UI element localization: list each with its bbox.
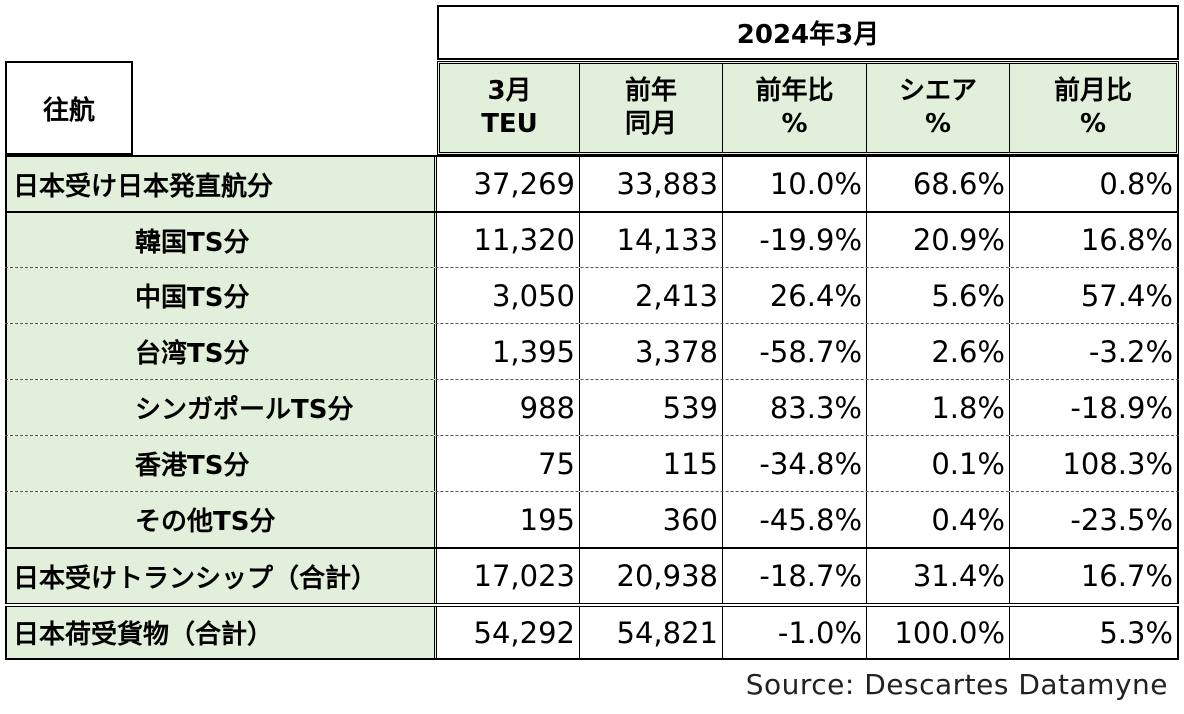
cell-teu: 37,269 [437, 157, 580, 211]
cell-mom: 0.8% [1010, 157, 1179, 211]
cell-share: 1.8% [867, 380, 1010, 435]
row-label: 台湾TS分 [5, 324, 437, 379]
row-label: シンガポールTS分 [5, 380, 437, 435]
route-label: 往航 [5, 61, 133, 155]
cell-mom: 57.4% [1010, 268, 1179, 323]
cell-prev-year: 33,883 [580, 157, 723, 211]
cell-mom: 16.7% [1010, 549, 1179, 603]
cell-yoy: -19.9% [723, 213, 867, 267]
data-table: 日本受け日本発直航分 37,269 33,883 10.0% 68.6% 0.8… [5, 155, 1179, 660]
header-line: 同月 [624, 109, 677, 139]
table-row: 日本受け日本発直航分 37,269 33,883 10.0% 68.6% 0.8… [5, 155, 1179, 211]
row-label: 中国TS分 [5, 268, 437, 323]
cell-teu: 195 [437, 492, 580, 547]
cell-mom: 5.3% [1010, 607, 1179, 658]
row-label: 日本受けトランシップ（合計） [5, 549, 437, 603]
table-row: その他TS分 195 360 -45.8% 0.4% -23.5% [5, 491, 1179, 547]
table-row-total: 日本荷受貨物（合計） 54,292 54,821 -1.0% 100.0% 5.… [5, 603, 1179, 660]
cell-prev-year: 115 [580, 436, 723, 491]
cell-yoy: 83.3% [723, 380, 867, 435]
header-line: % [781, 109, 808, 139]
header-prev-year: 前年 同月 [580, 64, 723, 152]
header-line: 3月 [487, 76, 532, 106]
cell-yoy: -34.8% [723, 436, 867, 491]
cell-share: 0.4% [867, 492, 1010, 547]
cell-prev-year: 14,133 [580, 213, 723, 267]
table-row: 台湾TS分 1,395 3,378 -58.7% 2.6% -3.2% [5, 323, 1179, 379]
row-label: 香港TS分 [5, 436, 437, 491]
cell-mom: -3.2% [1010, 324, 1179, 379]
header-line: % [924, 109, 952, 139]
table-row: 香港TS分 75 115 -34.8% 0.1% 108.3% [5, 435, 1179, 491]
header-share: シエア % [867, 64, 1010, 152]
cell-teu: 54,292 [437, 607, 580, 658]
cell-prev-year: 2,413 [580, 268, 723, 323]
header-line: TEU [481, 109, 538, 139]
header-line: % [1079, 109, 1107, 139]
cell-teu: 1,395 [437, 324, 580, 379]
period-header: 2024年3月 [437, 5, 1179, 60]
cell-prev-year: 20,938 [580, 549, 723, 603]
cell-yoy: -1.0% [723, 607, 867, 658]
cell-yoy: -45.8% [723, 492, 867, 547]
cell-share: 68.6% [867, 157, 1010, 211]
source-note: Source: Descartes Datamyne [745, 668, 1168, 701]
row-label: 日本受け日本発直航分 [5, 157, 437, 211]
cell-share: 2.6% [867, 324, 1010, 379]
cell-prev-year: 54,821 [580, 607, 723, 658]
cell-mom: 16.8% [1010, 213, 1179, 267]
cell-mom: 108.3% [1010, 436, 1179, 491]
row-label: 日本荷受貨物（合計） [5, 607, 437, 658]
cell-prev-year: 539 [580, 380, 723, 435]
cell-teu: 3,050 [437, 268, 580, 323]
cell-yoy: -58.7% [723, 324, 867, 379]
header-line: 前年比 [755, 76, 834, 106]
table-row: 韓国TS分 11,320 14,133 -19.9% 20.9% 16.8% [5, 211, 1179, 267]
cell-teu: 17,023 [437, 549, 580, 603]
cell-share: 5.6% [867, 268, 1010, 323]
cell-share: 100.0% [867, 607, 1010, 658]
table-row: シンガポールTS分 988 539 83.3% 1.8% -18.9% [5, 379, 1179, 435]
cell-teu: 988 [437, 380, 580, 435]
table-row: 中国TS分 3,050 2,413 26.4% 5.6% 57.4% [5, 267, 1179, 323]
cell-share: 20.9% [867, 213, 1010, 267]
table-row: 日本受けトランシップ（合計） 17,023 20,938 -18.7% 31.4… [5, 547, 1179, 603]
cell-mom: -23.5% [1010, 492, 1179, 547]
header-line: シエア [898, 76, 977, 106]
row-label: 韓国TS分 [5, 213, 437, 267]
cell-share: 0.1% [867, 436, 1010, 491]
header-teu: 3月 TEU [440, 64, 580, 152]
cell-prev-year: 3,378 [580, 324, 723, 379]
cell-share: 31.4% [867, 549, 1010, 603]
cell-prev-year: 360 [580, 492, 723, 547]
cell-teu: 11,320 [437, 213, 580, 267]
cell-mom: -18.9% [1010, 380, 1179, 435]
header-mom: 前月比 % [1010, 64, 1176, 152]
column-headers: 3月 TEU 前年 同月 前年比 % シエア % 前月比 % [437, 61, 1179, 155]
header-yoy: 前年比 % [723, 64, 867, 152]
cell-yoy: 26.4% [723, 268, 867, 323]
header-line: 前月比 [1053, 76, 1132, 106]
cell-teu: 75 [437, 436, 580, 491]
row-label: その他TS分 [5, 492, 437, 547]
cell-yoy: -18.7% [723, 549, 867, 603]
cell-yoy: 10.0% [723, 157, 867, 211]
header-line: 前年 [624, 76, 677, 106]
